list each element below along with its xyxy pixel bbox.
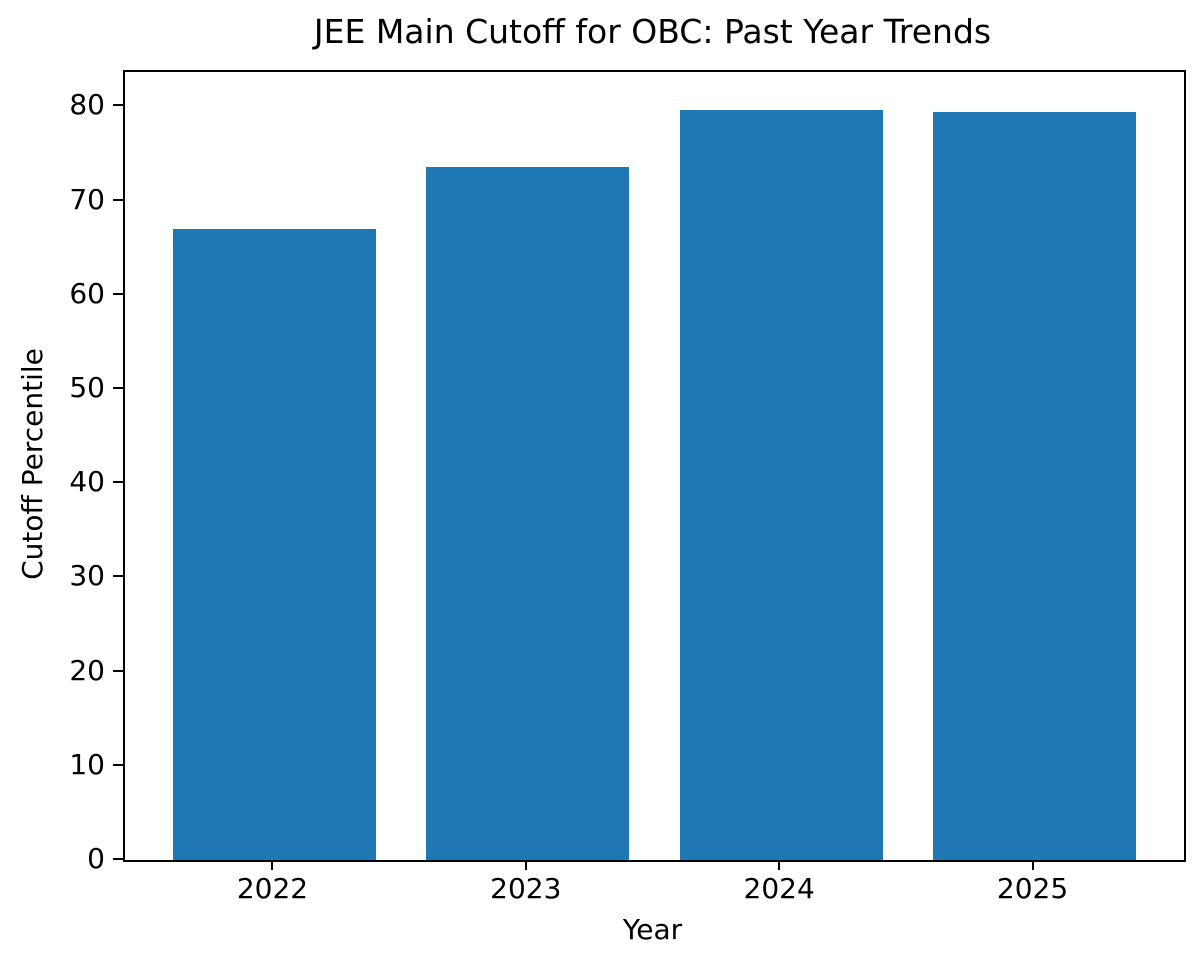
x-tick-label-2025: 2025 bbox=[996, 872, 1069, 905]
y-tick-label-0: 0 bbox=[87, 842, 105, 875]
y-tick-mark-80 bbox=[113, 104, 123, 107]
y-tick-label-80: 80 bbox=[69, 88, 105, 122]
y-tick-mark-70 bbox=[113, 198, 123, 201]
y-tick-mark-10 bbox=[113, 763, 123, 766]
y-tick-mark-20 bbox=[113, 669, 123, 672]
x-axis-label: Year bbox=[622, 913, 683, 946]
plot-area bbox=[123, 70, 1186, 862]
bars-layer bbox=[125, 72, 1184, 860]
bar-2024 bbox=[679, 109, 883, 860]
y-tick-label-70: 70 bbox=[69, 182, 105, 216]
bar-2025 bbox=[933, 111, 1136, 860]
y-tick-label-30: 30 bbox=[69, 559, 105, 593]
x-tick-mark-2025 bbox=[1031, 860, 1034, 870]
y-tick-label-50: 50 bbox=[69, 371, 105, 405]
x-tick-label-2022: 2022 bbox=[236, 872, 309, 905]
y-tick-mark-0 bbox=[113, 858, 123, 860]
y-tick-label-40: 40 bbox=[69, 465, 105, 499]
y-tick-mark-30 bbox=[113, 575, 123, 578]
y-tick-label-10: 10 bbox=[69, 747, 105, 781]
chart-title: JEE Main Cutoff for OBC: Past Year Trend… bbox=[313, 12, 992, 51]
x-tick-mark-2023 bbox=[524, 860, 527, 870]
y-axis-label: Cutoff Percentile bbox=[16, 348, 50, 580]
y-tick-mark-40 bbox=[113, 481, 123, 484]
y-tick-mark-50 bbox=[113, 387, 123, 390]
bar-2023 bbox=[426, 166, 630, 860]
y-tick-label-60: 60 bbox=[69, 276, 105, 310]
x-tick-mark-2024 bbox=[778, 860, 781, 870]
y-tick-mark-60 bbox=[113, 292, 123, 295]
x-tick-mark-2022 bbox=[271, 860, 274, 870]
bar-2022 bbox=[173, 228, 376, 860]
y-tick-label-20: 20 bbox=[69, 653, 105, 687]
x-tick-label-2024: 2024 bbox=[743, 872, 815, 905]
x-tick-label-2023: 2023 bbox=[490, 872, 562, 905]
